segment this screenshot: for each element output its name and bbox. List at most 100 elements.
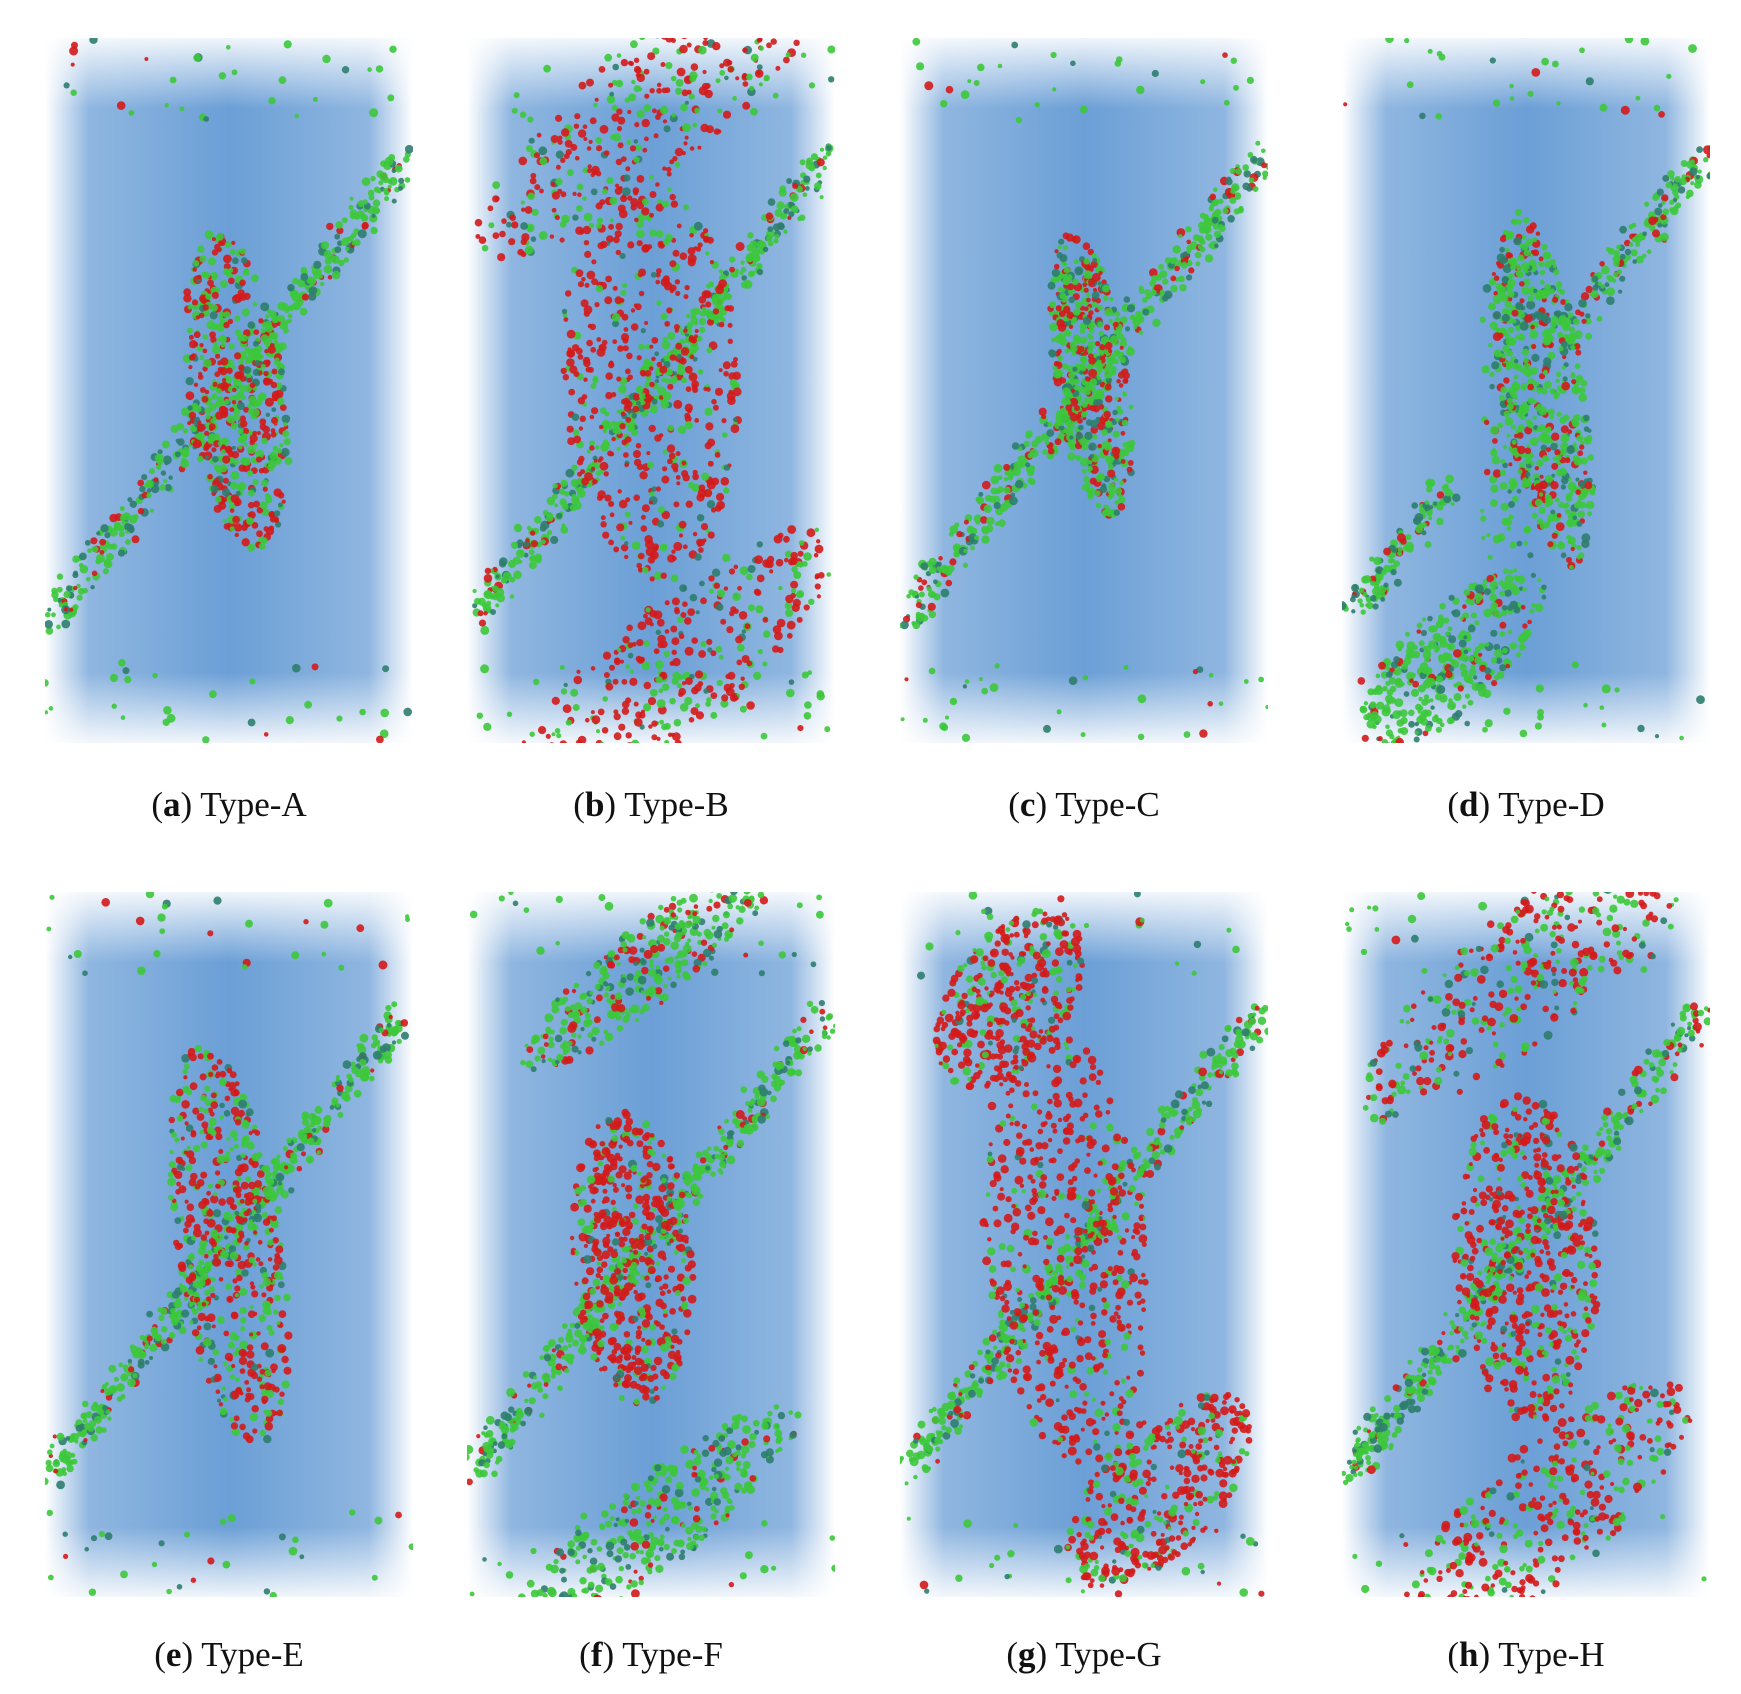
particle [1123, 296, 1131, 303]
particle [1078, 424, 1084, 431]
particle [661, 475, 670, 484]
particle [65, 585, 73, 592]
particle [278, 76, 287, 84]
particle [223, 311, 231, 319]
particle [1070, 60, 1076, 67]
particle [1394, 698, 1404, 707]
particle [1489, 371, 1495, 377]
particle [226, 414, 236, 424]
particle [1599, 261, 1605, 267]
particle [82, 587, 88, 594]
particle [222, 268, 230, 275]
particle [1505, 663, 1510, 669]
particle [1406, 641, 1416, 651]
particle [1119, 345, 1124, 350]
particle [219, 367, 228, 376]
particle [822, 165, 827, 171]
particle [1079, 438, 1087, 446]
particle [277, 492, 285, 499]
particle [1119, 356, 1127, 364]
particle [255, 352, 260, 357]
particle [1038, 407, 1047, 416]
particle [698, 45, 707, 55]
particle [1648, 216, 1657, 225]
particle [1084, 389, 1091, 396]
particle [658, 506, 665, 514]
particle [201, 395, 209, 403]
particle [520, 200, 525, 205]
particle [639, 471, 648, 480]
particle [247, 501, 255, 509]
particle [202, 348, 208, 354]
particle [690, 308, 697, 315]
particle [1102, 284, 1110, 293]
particle [624, 511, 631, 518]
particle [1522, 623, 1528, 629]
particle [387, 94, 395, 102]
particle [153, 477, 159, 483]
particle [814, 544, 824, 554]
particle [372, 199, 381, 207]
particle [1542, 370, 1548, 376]
particle [783, 56, 790, 64]
particle [651, 337, 659, 344]
particle [1587, 511, 1593, 517]
particle [684, 646, 694, 656]
particle [697, 369, 704, 375]
particle [613, 546, 620, 553]
particle [1502, 276, 1510, 284]
particle [799, 159, 806, 166]
particle [483, 611, 488, 616]
particle [1515, 302, 1524, 310]
particle [756, 70, 761, 75]
particle [659, 640, 668, 649]
panel-letter: a [151, 785, 192, 824]
particle [1544, 260, 1552, 269]
particle [211, 237, 216, 242]
particle [528, 561, 537, 570]
particle [1486, 574, 1494, 583]
particle [616, 376, 622, 382]
particle [1099, 485, 1108, 493]
particle [1667, 170, 1675, 178]
particle [523, 541, 530, 548]
particle [786, 632, 793, 639]
particle [1706, 153, 1710, 159]
particle [573, 675, 583, 685]
particle [1500, 459, 1506, 464]
particle [118, 531, 125, 538]
particle [612, 320, 620, 328]
particle [187, 304, 193, 310]
particle [806, 528, 816, 538]
particle [733, 608, 739, 614]
particle [636, 220, 645, 228]
particle [644, 370, 652, 377]
particle [566, 425, 574, 433]
particle [1570, 546, 1575, 552]
particle [643, 703, 652, 712]
particle [638, 712, 646, 719]
particle [137, 479, 145, 487]
particle [712, 308, 720, 315]
particle [271, 407, 277, 413]
particle [265, 496, 273, 504]
particle [1382, 685, 1388, 692]
particle [1142, 308, 1150, 316]
particle [1056, 348, 1062, 354]
particle [614, 187, 623, 195]
particle [621, 707, 630, 715]
particle [926, 586, 932, 592]
particle [1529, 437, 1539, 446]
particle [334, 233, 341, 240]
particle [599, 461, 609, 471]
particle [232, 257, 239, 265]
particle [705, 422, 714, 431]
particle [127, 497, 133, 503]
particle [1350, 596, 1356, 603]
particle [1099, 343, 1106, 351]
particle [725, 293, 733, 300]
particle [1520, 382, 1528, 390]
particle [1489, 57, 1496, 64]
particle [566, 358, 575, 367]
particle [746, 660, 753, 667]
